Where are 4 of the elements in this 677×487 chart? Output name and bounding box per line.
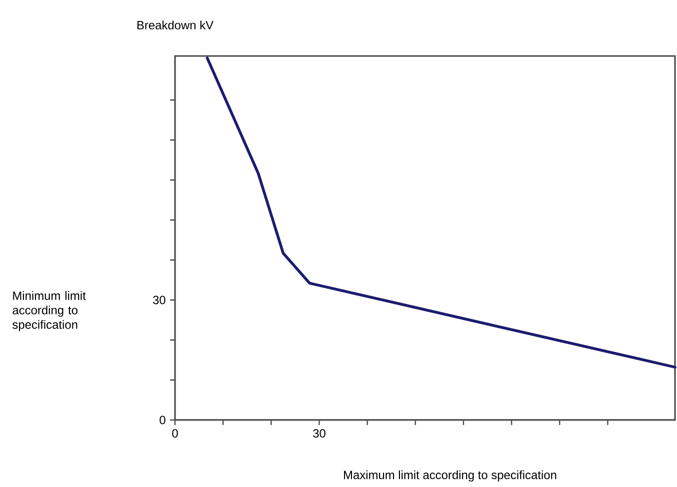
text: Minimum limit according to specification	[12, 291, 86, 332]
y-axis-title: Breakdown kV	[137, 20, 214, 30]
line-series	[206, 56, 676, 369]
text: Maximum limit according to specification	[344, 470, 556, 482]
